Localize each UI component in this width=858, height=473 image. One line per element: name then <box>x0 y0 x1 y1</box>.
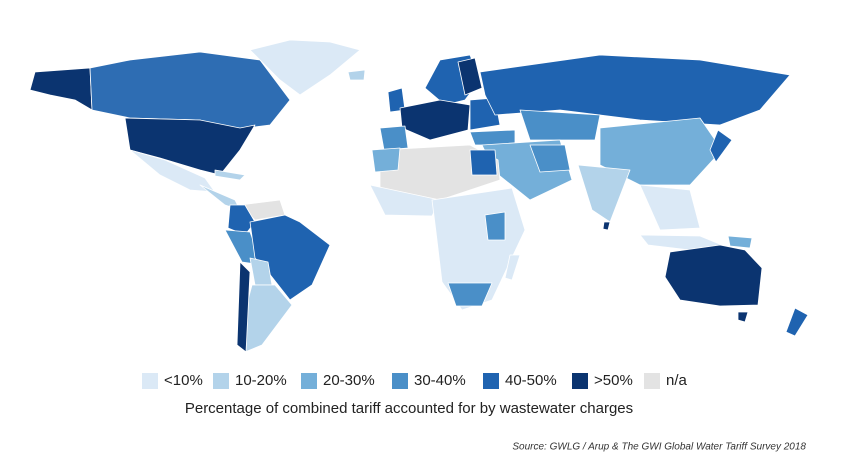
world-map <box>29 39 809 353</box>
iran <box>529 144 571 173</box>
legend-swatch <box>142 373 158 389</box>
legend-label: >50% <box>594 372 633 389</box>
greenland <box>249 39 361 96</box>
legend-swatch <box>572 373 588 389</box>
tasmania <box>737 311 749 323</box>
iberia <box>379 125 409 151</box>
east-africa <box>484 211 506 241</box>
legend-item: 20-30% <box>301 372 375 389</box>
legend-swatch <box>644 373 660 389</box>
legend-label: 10-20% <box>235 372 287 389</box>
legend-item: n/a <box>644 372 688 389</box>
source: Source: GWLG / Arup & The GWI Global Wat… <box>512 442 806 453</box>
legend-item: 30-40% <box>392 372 466 389</box>
chile <box>236 261 251 353</box>
legend-swatch <box>483 373 499 389</box>
alaska <box>29 67 93 111</box>
legend: <10% 10-20% 20-30% 30-40% 40-50% >50% n/a <box>142 372 688 389</box>
central-asia <box>519 109 601 141</box>
argentina <box>244 284 293 353</box>
finland <box>457 57 483 96</box>
canada <box>89 51 291 131</box>
legend-swatch <box>213 373 229 389</box>
australia <box>664 244 763 307</box>
iceland <box>347 69 366 81</box>
morocco <box>371 147 401 173</box>
china <box>599 117 723 186</box>
legend-swatch <box>392 373 408 389</box>
sri-lanka <box>602 221 611 231</box>
colombia <box>227 204 256 236</box>
southeast-asia <box>639 184 701 231</box>
legend-label: <10% <box>164 372 203 389</box>
western-europe <box>399 99 471 141</box>
legend-item: 40-50% <box>483 372 557 389</box>
madagascar <box>504 254 521 281</box>
russia <box>479 54 791 126</box>
legend-swatch <box>301 373 317 389</box>
southern-africa <box>447 282 493 307</box>
legend-label: n/a <box>666 372 688 389</box>
india <box>577 164 631 223</box>
korea-japan <box>709 129 733 163</box>
legend-label: 40-50% <box>505 372 557 389</box>
legend-label: 30-40% <box>414 372 466 389</box>
egypt <box>469 149 498 176</box>
legend-item: <10% <box>142 372 203 389</box>
new-zealand <box>785 307 809 337</box>
turkey <box>469 129 516 146</box>
caribbean <box>214 169 246 181</box>
legend-label: 20-30% <box>323 372 375 389</box>
legend-item: >50% <box>572 372 633 389</box>
legend-item: 10-20% <box>213 372 287 389</box>
caption: Percentage of combined tariff accounted … <box>185 400 633 417</box>
png <box>727 235 753 249</box>
west-africa <box>369 184 441 217</box>
